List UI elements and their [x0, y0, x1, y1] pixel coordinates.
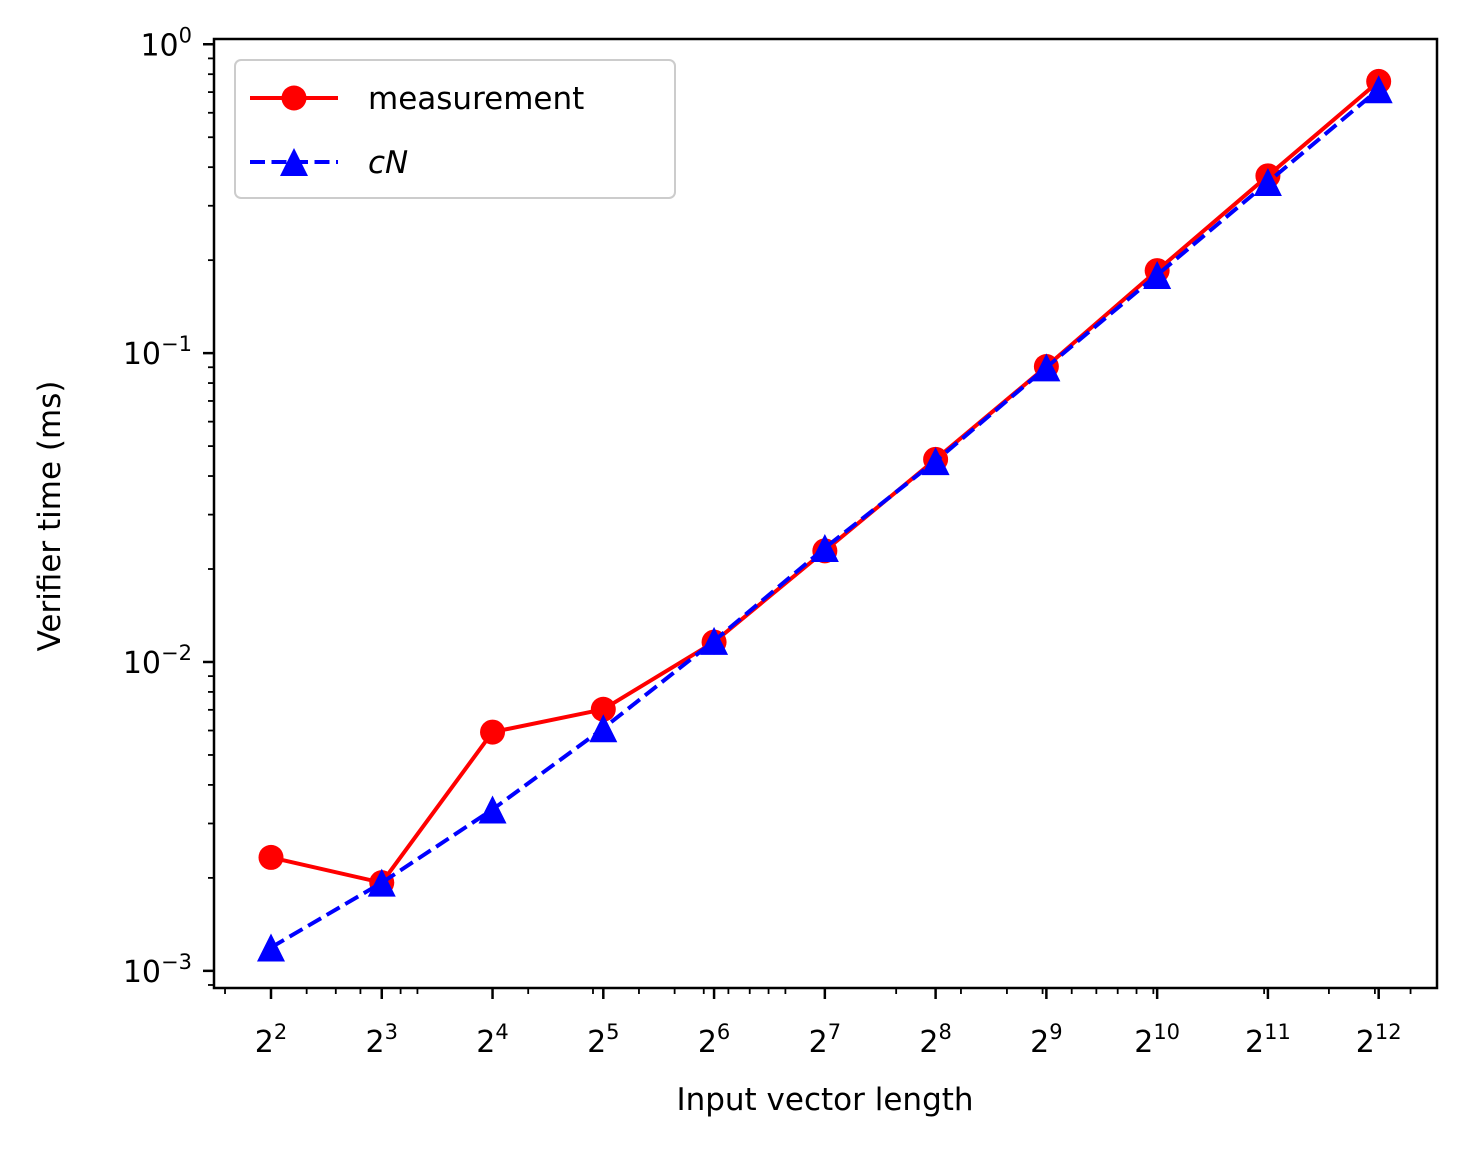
x-tick-label: 27 [809, 1020, 841, 1060]
data-point [1253, 168, 1282, 197]
legend-box [234, 59, 676, 199]
data-point [921, 447, 950, 476]
legend-entry: measurement [250, 81, 584, 117]
series-layer [256, 68, 1393, 962]
x-tick-label: 212 [1356, 1020, 1402, 1060]
x-tick-label: 29 [1030, 1020, 1062, 1060]
data-point [700, 626, 729, 655]
legend-label: measurement [368, 81, 584, 117]
legend-label: cN [368, 145, 408, 181]
x-tick-label: 22 [255, 1020, 287, 1060]
data-point [256, 933, 285, 962]
data-point [1143, 261, 1172, 290]
data-point [367, 868, 396, 897]
series-line [269, 87, 1380, 950]
x-tick-label: 211 [1245, 1020, 1291, 1060]
axes-layer: 22 23 24 25 26 27 28 29 210 211 212 10−3 10−2 10−1 100 [123, 23, 1439, 1060]
y-axis-title: Verifier time (ms) [32, 381, 68, 652]
data-point [258, 844, 284, 870]
legend: measurement cN [234, 59, 676, 199]
legend-entry: cN [250, 145, 408, 181]
legend-marker [280, 148, 308, 176]
legend-marker [281, 85, 307, 111]
x-tick-label: 26 [698, 1020, 730, 1060]
x-tick-label: 23 [366, 1020, 398, 1060]
y-tick-label: 10−2 [123, 641, 192, 681]
y-tick-label: 10−3 [123, 950, 192, 990]
x-tick-label: 210 [1134, 1020, 1180, 1060]
x-tick-label: 28 [919, 1020, 951, 1060]
data-point [589, 714, 618, 743]
y-tick-label: 10−1 [123, 332, 192, 372]
data-point [480, 719, 506, 745]
data-point [1364, 75, 1393, 104]
x-tick-label: 24 [476, 1020, 508, 1060]
data-point [478, 795, 507, 824]
series-cn [256, 75, 1393, 962]
data-point [810, 533, 839, 562]
x-axis-title: Input vector length [676, 1082, 973, 1118]
y-tick-label: 100 [140, 23, 192, 63]
x-tick-label: 25 [587, 1020, 619, 1060]
data-point [1032, 353, 1061, 382]
data-point [590, 696, 616, 722]
